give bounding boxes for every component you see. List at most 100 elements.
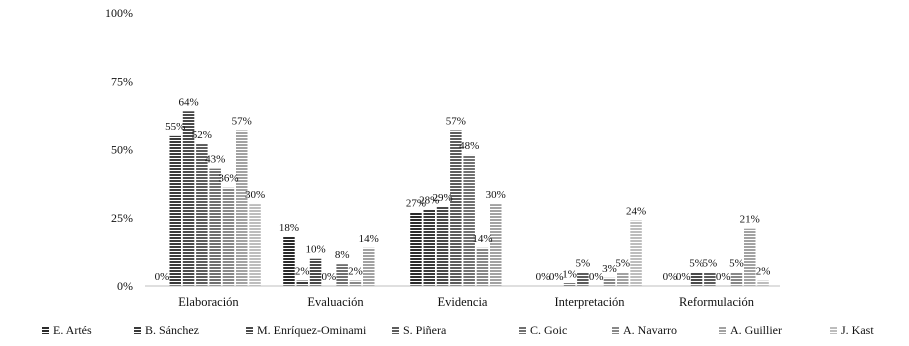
bars-group bbox=[169, 111, 769, 286]
bar bbox=[196, 144, 208, 286]
legend-swatch bbox=[719, 326, 726, 334]
data-label: 24% bbox=[626, 205, 646, 217]
legend-swatch bbox=[392, 326, 399, 334]
y-tick-label: 100% bbox=[105, 6, 133, 20]
legend-swatch bbox=[246, 326, 253, 334]
legend-label: S. Piñera bbox=[403, 323, 447, 337]
data-label: 64% bbox=[178, 96, 198, 108]
data-label: 5% bbox=[703, 257, 718, 269]
y-tick-label: 25% bbox=[111, 211, 133, 225]
legend-swatch bbox=[134, 326, 141, 334]
data-label: 0% bbox=[322, 271, 337, 283]
bar bbox=[283, 236, 295, 286]
data-label: 0% bbox=[536, 271, 551, 283]
legend-label: A. Guillier bbox=[730, 323, 782, 337]
data-label: 8% bbox=[335, 249, 350, 261]
y-tick-label: 0% bbox=[117, 279, 133, 293]
bar bbox=[423, 209, 435, 286]
legend-label: A. Navarro bbox=[623, 323, 677, 337]
data-label: 48% bbox=[459, 140, 479, 152]
bar bbox=[236, 130, 248, 286]
legend-swatch bbox=[830, 326, 837, 334]
x-category-label: Interpretación bbox=[554, 295, 625, 309]
bar bbox=[463, 154, 475, 286]
bar bbox=[436, 206, 449, 286]
legend-item: A. Guillier bbox=[719, 323, 782, 337]
data-label: 28% bbox=[419, 195, 439, 207]
bar bbox=[349, 280, 362, 286]
bar bbox=[577, 272, 589, 286]
bar bbox=[704, 272, 716, 286]
bar bbox=[169, 135, 181, 286]
legend-swatch bbox=[42, 326, 49, 334]
legend-item: J. Kast bbox=[830, 323, 874, 337]
data-label: 57% bbox=[232, 115, 252, 127]
data-label: 5% bbox=[729, 257, 744, 269]
bar bbox=[476, 247, 489, 286]
legend-label: E. Artés bbox=[53, 323, 92, 337]
bar bbox=[617, 272, 629, 286]
data-label: 1% bbox=[562, 268, 577, 280]
legend-item: B. Sánchez bbox=[134, 323, 199, 337]
legend-label: M. Enríquez-Ominami bbox=[257, 323, 367, 337]
bar bbox=[336, 264, 348, 286]
legend-item: M. Enríquez-Ominami bbox=[246, 323, 367, 337]
x-category-label: Elaboración bbox=[178, 295, 239, 309]
data-label: 52% bbox=[192, 129, 212, 141]
data-label: 30% bbox=[486, 189, 506, 201]
bar bbox=[490, 204, 502, 286]
bar bbox=[222, 187, 235, 286]
data-labels-group: 0% 55% 64% 52% 43% 36% 57% 30% 18% 2% 10% 0% 8% 2% 14%… bbox=[155, 96, 771, 283]
y-tick-label: 50% bbox=[111, 143, 133, 157]
bar bbox=[363, 247, 375, 286]
data-label: 18% bbox=[279, 222, 299, 234]
bar bbox=[730, 272, 743, 286]
data-label: 43% bbox=[205, 154, 225, 166]
data-label: 5% bbox=[576, 257, 591, 269]
data-label: 0% bbox=[155, 271, 170, 283]
x-category-label: Reformulación bbox=[679, 295, 755, 309]
y-tick-label: 75% bbox=[111, 74, 133, 88]
legend-label: B. Sánchez bbox=[145, 323, 199, 337]
data-label: 14% bbox=[472, 233, 492, 245]
bar bbox=[450, 130, 462, 286]
legend-swatch bbox=[612, 326, 619, 334]
data-label: 3% bbox=[602, 263, 617, 275]
bar bbox=[309, 258, 322, 286]
legend-label: J. Kast bbox=[841, 323, 874, 337]
data-label: 29% bbox=[432, 192, 452, 204]
data-label: 55% bbox=[165, 121, 185, 133]
legend-item: S. Piñera bbox=[392, 323, 447, 337]
legend-item: A. Navarro bbox=[612, 323, 677, 337]
bar bbox=[603, 277, 616, 286]
data-label: 0% bbox=[676, 271, 691, 283]
legend-label: C. Goic bbox=[530, 323, 567, 337]
bar bbox=[209, 168, 221, 286]
data-label: 36% bbox=[218, 173, 238, 185]
legend-swatch bbox=[519, 326, 526, 334]
bar bbox=[296, 280, 308, 286]
x-axis: Elaboración Evaluación Evidencia Interpreta… bbox=[178, 295, 754, 309]
legend: E. Artés B. Sánchez M. Enríquez-Ominami S. … bbox=[42, 323, 874, 337]
data-label: 10% bbox=[305, 244, 325, 256]
data-label: 2% bbox=[756, 266, 771, 278]
bar bbox=[690, 272, 703, 286]
bar bbox=[757, 280, 769, 286]
data-label: 30% bbox=[245, 189, 265, 201]
legend-item: C. Goic bbox=[519, 323, 567, 337]
x-category-label: Evaluación bbox=[307, 295, 364, 309]
bar bbox=[744, 228, 756, 286]
data-label: 21% bbox=[740, 214, 760, 226]
x-category-label: Evidencia bbox=[438, 295, 488, 309]
bar bbox=[630, 220, 642, 286]
y-axis: 0% 25% 50% 75% 100% bbox=[105, 6, 133, 293]
data-label: 0% bbox=[716, 271, 731, 283]
bar bbox=[563, 283, 576, 286]
data-label: 14% bbox=[359, 233, 379, 245]
bar bbox=[410, 212, 422, 286]
data-label: 2% bbox=[295, 266, 310, 278]
bar bbox=[249, 204, 261, 286]
data-label: 5% bbox=[615, 257, 630, 269]
data-label: 0% bbox=[589, 271, 604, 283]
